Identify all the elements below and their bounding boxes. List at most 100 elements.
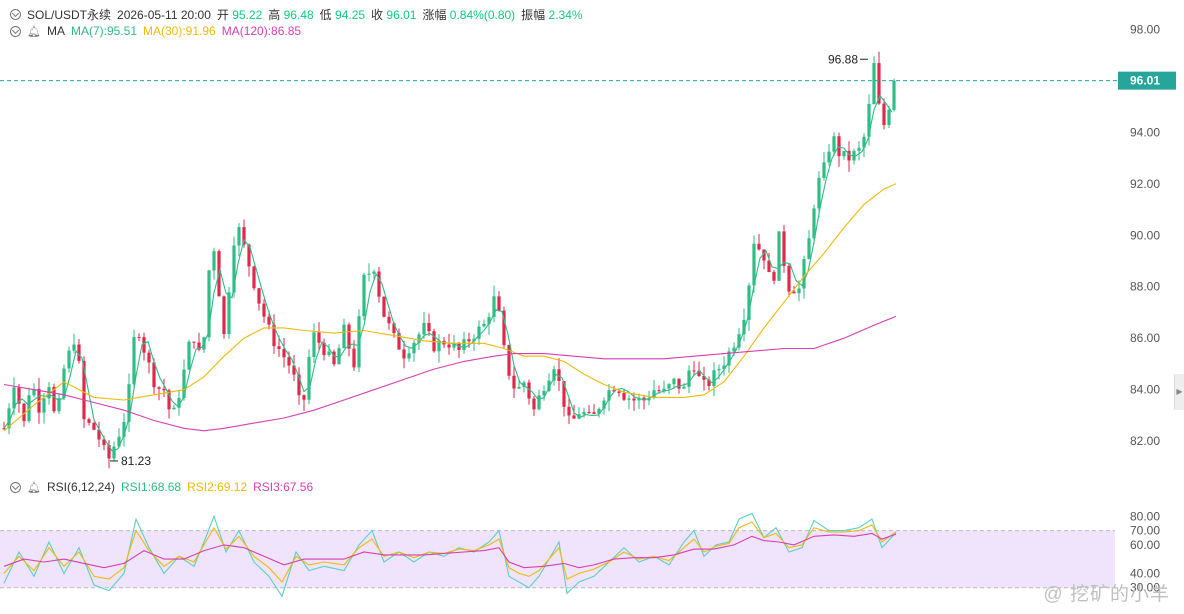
candle-body [627,398,631,400]
candle-body [142,337,146,353]
candle-body [362,274,366,317]
candle-body [812,208,816,239]
ma30-label: MA(30):91.96 [143,24,216,38]
candle-body [87,419,91,423]
candle-body [417,334,421,343]
candle-body [57,398,61,412]
collapse-icon[interactable] [10,9,21,20]
ma120-label: MA(120):86.85 [221,24,302,38]
candle-body [247,244,251,267]
rsi-bell-icon[interactable]: 🔔︎ [27,481,41,494]
candle-body [467,339,471,342]
rsi-tick-label-2: 60.00 [1130,538,1160,552]
candle-body [682,386,686,389]
candle-body [387,316,391,324]
candle-body [792,291,796,294]
candle-body [167,390,171,410]
candle-body [832,136,836,152]
candle-body [42,398,46,413]
candle-body [382,296,386,317]
candle-body [332,351,336,365]
candle-body [752,243,756,286]
y-tick-label-6: 86.00 [1130,331,1160,345]
candle-body [597,408,601,414]
candle-body [277,346,281,350]
candle-body [197,342,201,350]
candle-body [717,368,721,371]
y-tick-label-7: 84.00 [1130,383,1160,397]
candle-body [232,245,236,293]
candle-body [212,251,216,271]
candle-body [67,350,71,369]
candle-body [307,357,311,400]
candle-body [697,370,701,377]
candle-body [52,386,56,412]
candle-body [367,273,371,275]
candle-body [687,370,691,387]
candle-body [482,323,486,327]
candle-body [317,332,321,343]
candle-body [2,428,6,430]
candle-body [827,151,831,163]
change-value: 0.84%(0.80) [449,8,516,22]
candle-body [342,324,346,349]
candle-body [207,270,211,338]
candle-body [17,387,21,404]
ma-legend: 🔔︎ MA MA(7):95.51 MA(30):91.96 MA(120):8… [10,24,301,38]
candle-body [532,398,536,410]
bell-icon[interactable]: 🔔︎ [27,25,41,38]
candle-body [777,231,781,281]
candle-body [132,337,136,385]
candle-body [447,344,451,348]
candle-body [762,249,766,261]
candle-body [177,397,181,408]
candle-body [877,63,881,104]
rsi-tick-label-1: 70.00 [1130,524,1160,538]
low-mark-label: 81.23 [121,454,151,468]
rsi-series-RSI1 [3,512,897,598]
candle-body [742,319,746,335]
candle-body [722,365,726,369]
candle-body [437,340,441,352]
candle-body [287,357,291,366]
candle-body [22,403,26,422]
rsi3-label: RSI3:67.56 [253,480,314,494]
candle-body [487,317,491,324]
candle-body [352,348,356,368]
candle-body [12,387,16,409]
pair-name: SOL/USDT永续 [27,8,112,22]
candle-body [162,388,166,391]
candle-body [222,296,226,335]
candle-body [842,150,846,157]
candle-body [847,150,851,161]
candle-body [747,285,751,320]
candle-body [27,395,31,422]
candle-body [572,415,576,419]
candle-body [452,343,456,348]
candle-body [662,388,666,391]
candle-body [137,337,141,339]
candle-body [502,310,506,346]
candle-body [757,243,761,250]
candle-body [607,390,611,401]
open-value: 95.22 [232,8,263,22]
candle-body [787,265,791,292]
ma-collapse-icon[interactable] [10,25,21,37]
candle-body [497,296,501,311]
ma-name: MA [46,24,65,38]
rsi-tick-label-0: 80.00 [1130,509,1160,523]
amp-label: 振幅 [521,8,546,22]
candle-body [632,398,636,401]
candle-body [882,103,886,126]
side-collapse-handle[interactable]: ▶ [1174,374,1184,410]
ma120-line [3,315,897,432]
candle-body [712,370,716,387]
y-tick-label-8: 82.00 [1130,434,1160,448]
rsi-collapse-icon[interactable] [10,481,21,493]
candle-body [547,380,551,391]
candle-body [862,136,866,148]
candle-body [157,387,161,389]
candle-body [807,238,811,260]
candle-body [182,369,186,398]
candle-body [152,362,156,388]
